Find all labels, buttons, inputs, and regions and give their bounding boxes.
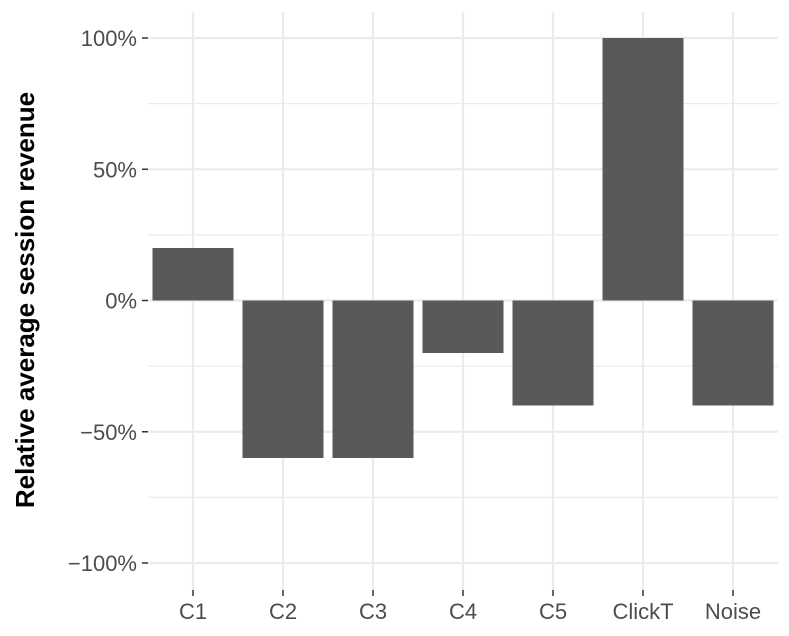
x-tick-label: C4: [449, 599, 477, 624]
x-tick-label: C1: [179, 599, 207, 624]
x-tick-label: ClickT: [612, 599, 673, 624]
y-tick-label: 100%: [81, 26, 137, 51]
x-tick-label: C2: [269, 599, 297, 624]
x-tick-label: C5: [539, 599, 567, 624]
bar-clickt: [602, 38, 684, 301]
bar-noise: [692, 300, 774, 406]
bar-c1: [152, 248, 234, 301]
x-tick-label: Noise: [705, 599, 761, 624]
y-tick-label: −50%: [80, 420, 137, 445]
bars: [152, 38, 774, 458]
y-axis: −100% −50% 0% 50% 100%: [68, 26, 148, 576]
y-tick-label: 50%: [93, 157, 137, 182]
x-axis: C1 C2 C3 C4 C5 ClickT Noise: [179, 590, 761, 624]
y-tick-label: 0%: [105, 289, 137, 314]
bar-c2: [242, 300, 324, 458]
y-axis-title: Relative average session revenue: [10, 92, 40, 508]
x-tick-label: C3: [359, 599, 387, 624]
bar-c3: [332, 300, 414, 458]
bar-c4: [422, 300, 504, 353]
bar-c5: [512, 300, 594, 406]
y-tick-label: −100%: [68, 551, 137, 576]
